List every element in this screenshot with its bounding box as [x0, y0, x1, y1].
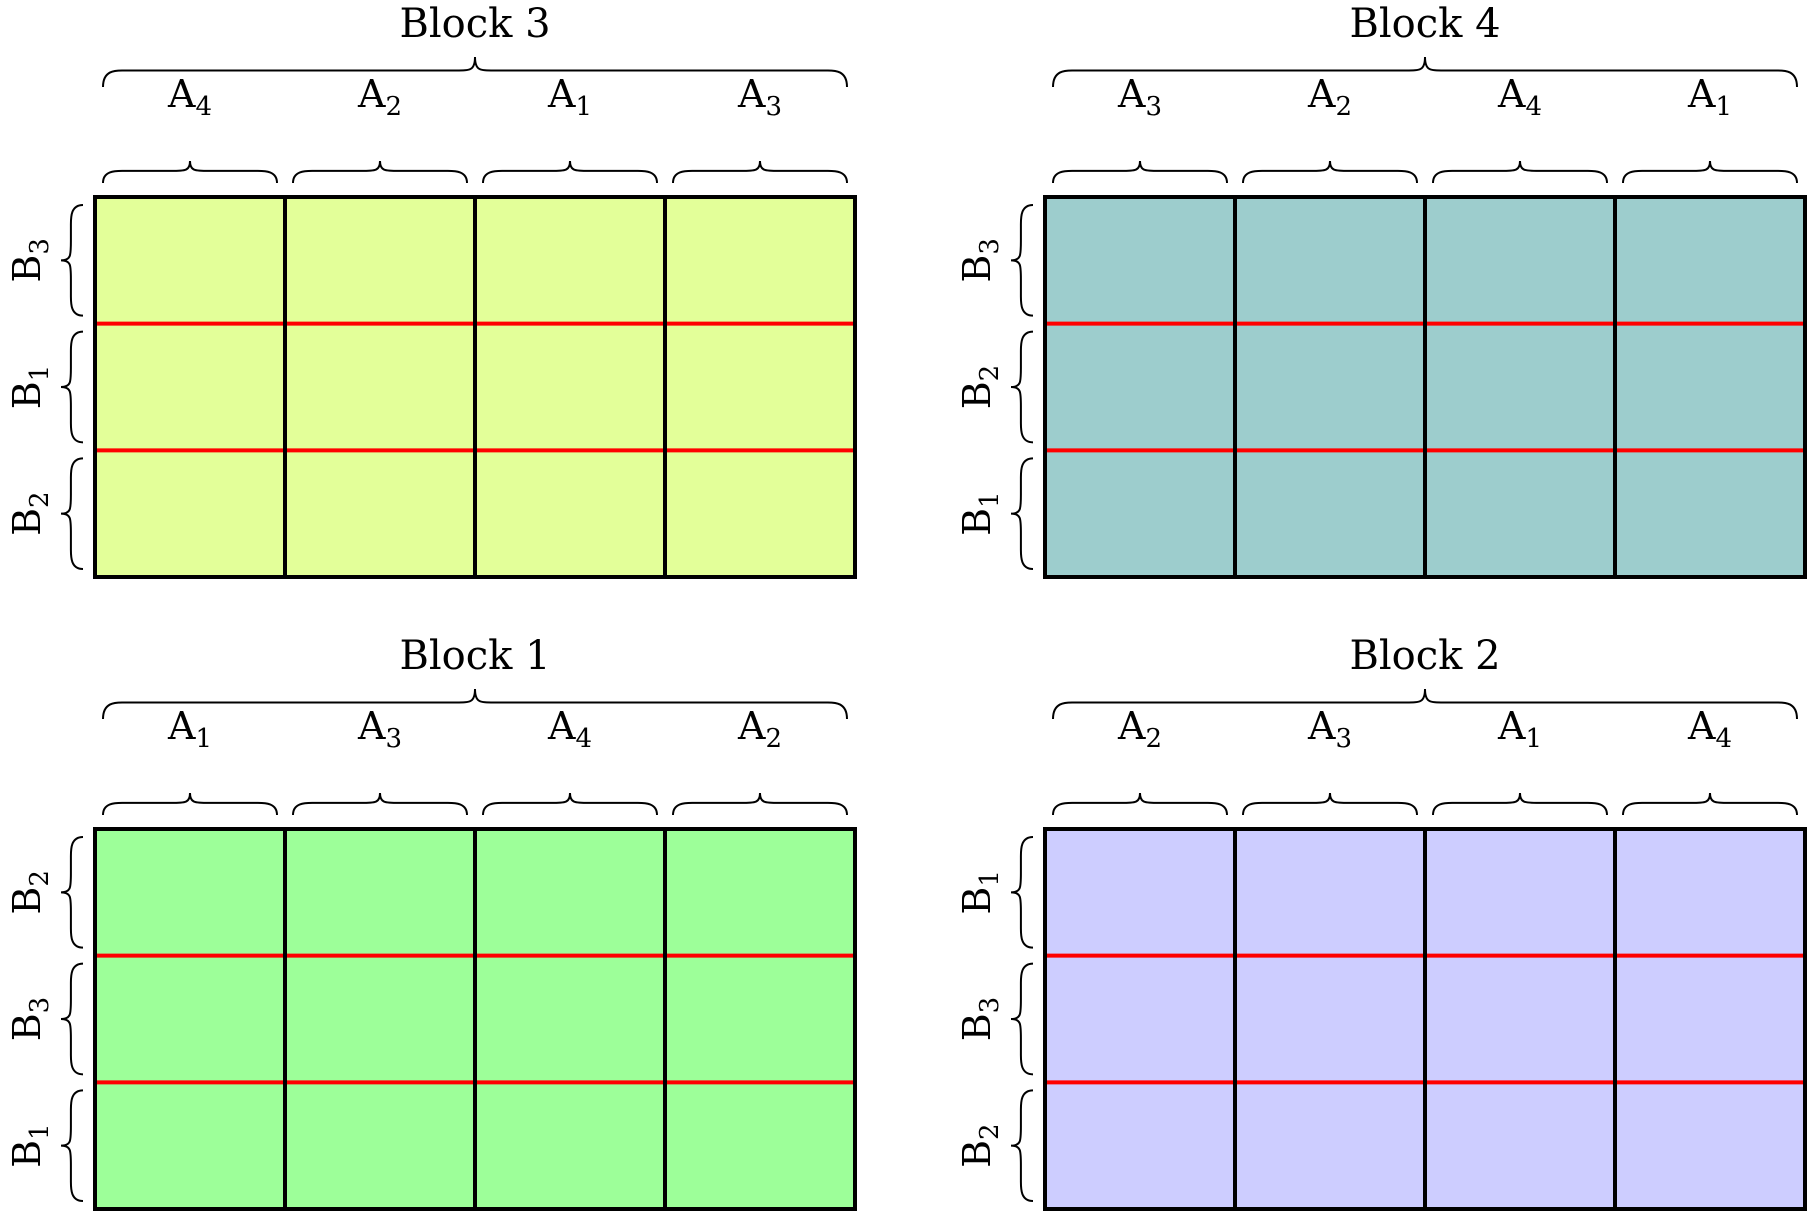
row-label: B1 [955, 491, 1005, 535]
row-label: B2 [955, 1123, 1005, 1167]
column-label: A4 [167, 72, 212, 122]
column-label: A4 [1497, 72, 1542, 122]
column-brace [1242, 792, 1418, 816]
column-brace [1242, 160, 1418, 184]
column-label: A2 [357, 72, 402, 122]
row-brace [1010, 962, 1034, 1076]
plot-frame [93, 827, 857, 1211]
column-label: A4 [1687, 704, 1732, 754]
row-brace [1010, 330, 1034, 444]
column-label: A3 [357, 704, 402, 754]
row-label: B1 [5, 365, 55, 409]
row-label: B2 [5, 870, 55, 914]
block-brace [102, 56, 848, 88]
row-brace [60, 836, 84, 949]
column-brace [1052, 792, 1228, 816]
row-label: B1 [955, 870, 1005, 914]
column-label: A3 [1117, 72, 1162, 122]
column-label: A1 [167, 704, 212, 754]
column-brace [482, 160, 658, 184]
column-label: A4 [547, 704, 592, 754]
column-brace [292, 792, 468, 816]
block-title: Block 4 [1349, 1, 1500, 47]
row-label: B2 [5, 491, 55, 535]
column-brace [1622, 792, 1798, 816]
block-block-3: Block 3 A4 A2 A1 A3 B3 B1 B2 [5, 1, 857, 579]
row-brace [1010, 1089, 1034, 1202]
row-brace [60, 204, 84, 317]
column-brace [1622, 160, 1798, 184]
row-brace [1010, 204, 1034, 317]
block-block-2: Block 2 A2 A3 A1 A4 B1 B3 B2 [955, 633, 1807, 1211]
row-label: B2 [955, 365, 1005, 409]
row-label: B3 [955, 997, 1005, 1041]
column-brace [672, 160, 848, 184]
block-title: Block 2 [1349, 633, 1500, 679]
row-brace [60, 457, 84, 570]
row-label: B3 [5, 997, 55, 1041]
column-brace [1052, 160, 1228, 184]
column-brace [102, 160, 278, 184]
row-label: B3 [955, 238, 1005, 282]
block-title: Block 3 [399, 1, 550, 47]
column-brace [102, 792, 278, 816]
column-label: A2 [737, 704, 782, 754]
column-brace [1432, 792, 1608, 816]
block-block-1: Block 1 A1 A3 A4 A2 B2 B3 B1 [5, 633, 857, 1211]
row-brace [60, 330, 84, 444]
column-label: A3 [737, 72, 782, 122]
block-brace [1052, 56, 1798, 88]
row-brace [60, 962, 84, 1076]
plot-frame [1043, 827, 1807, 1211]
column-label: A3 [1307, 704, 1352, 754]
column-brace [1432, 160, 1608, 184]
column-label: A1 [1687, 72, 1732, 122]
block-block-4: Block 4 A3 A2 A4 A1 B3 B2 B1 [955, 1, 1807, 579]
block-brace [1052, 688, 1798, 720]
row-brace [1010, 836, 1034, 949]
column-brace [292, 160, 468, 184]
row-brace [1010, 457, 1034, 570]
column-label: A2 [1117, 704, 1162, 754]
block-title: Block 1 [399, 633, 550, 679]
block-brace [102, 688, 848, 720]
plot-frame [1043, 195, 1807, 579]
plot-frame [93, 195, 857, 579]
row-label: B1 [5, 1123, 55, 1167]
row-label: B3 [5, 238, 55, 282]
column-brace [482, 792, 658, 816]
row-brace [60, 1089, 84, 1202]
column-brace [672, 792, 848, 816]
column-label: A2 [1307, 72, 1352, 122]
column-label: A1 [547, 72, 592, 122]
column-label: A1 [1497, 704, 1542, 754]
